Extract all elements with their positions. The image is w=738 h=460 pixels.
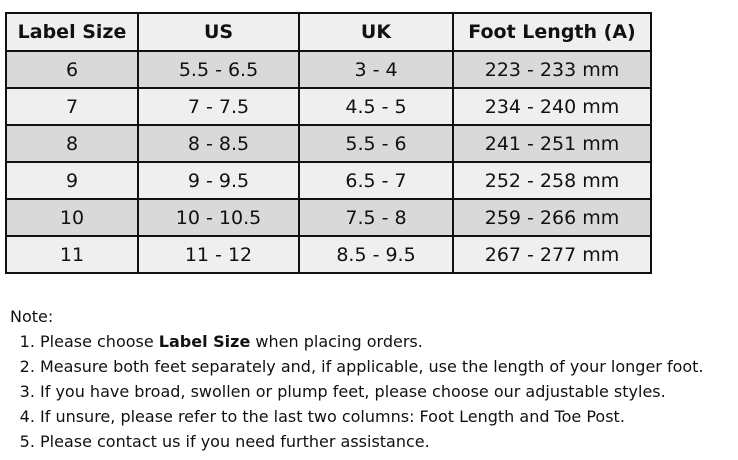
header-label-size: Label Size	[5, 12, 139, 52]
table-cell: 7 - 7.5	[137, 87, 300, 126]
note-item: If you have broad, swollen or plump feet…	[40, 379, 704, 404]
note-item: Please choose Label Size when placing or…	[40, 329, 704, 354]
note-item: If unsure, please refer to the last two …	[40, 404, 704, 429]
table-cell: 5.5 - 6.5	[137, 50, 300, 89]
table-cell: 8 - 8.5	[137, 124, 300, 163]
table-cell: 252 - 258 mm	[452, 161, 652, 200]
note-text: when placing orders.	[250, 332, 423, 351]
header-foot-length: Foot Length (A)	[452, 12, 652, 52]
note-item: Please contact us if you need further as…	[40, 429, 704, 454]
table-cell: 8	[5, 124, 139, 163]
notes-title: Note:	[10, 307, 54, 326]
table-cell: 5.5 - 6	[298, 124, 454, 163]
table-row: 10 10 - 10.5 7.5 - 8 259 - 266 mm	[5, 198, 652, 237]
table-cell: 4.5 - 5	[298, 87, 454, 126]
table-cell: 3 - 4	[298, 50, 454, 89]
table-cell: 8.5 - 9.5	[298, 235, 454, 274]
table-cell: 223 - 233 mm	[452, 50, 652, 89]
table-cell: 10 - 10.5	[137, 198, 300, 237]
table-cell: 9 - 9.5	[137, 161, 300, 200]
table-row: 11 11 - 12 8.5 - 9.5 267 - 277 mm	[5, 235, 652, 274]
table-cell: 7.5 - 8	[298, 198, 454, 237]
header-uk: UK	[298, 12, 454, 52]
note-text: Please choose	[40, 332, 159, 351]
table-cell: 6	[5, 50, 139, 89]
table-cell: 7	[5, 87, 139, 126]
notes-list: Please choose Label Size when placing or…	[10, 329, 704, 454]
table-cell: 241 - 251 mm	[452, 124, 652, 163]
table-cell: 259 - 266 mm	[452, 198, 652, 237]
table-cell: 6.5 - 7	[298, 161, 454, 200]
table-cell: 9	[5, 161, 139, 200]
size-chart-table: Label Size US UK Foot Length (A) 6 5.5 - …	[5, 12, 652, 274]
table-row: 6 5.5 - 6.5 3 - 4 223 - 233 mm	[5, 50, 652, 89]
table-cell: 11 - 12	[137, 235, 300, 274]
table-cell: 11	[5, 235, 139, 274]
notes-section: Note: Please choose Label Size when plac…	[10, 304, 704, 454]
table-header-row: Label Size US UK Foot Length (A)	[5, 12, 652, 52]
note-bold-text: Label Size	[158, 332, 251, 351]
table-cell: 10	[5, 198, 139, 237]
table-cell: 267 - 277 mm	[452, 235, 652, 274]
header-us: US	[137, 12, 300, 52]
note-item: Measure both feet separately and, if app…	[40, 354, 704, 379]
table-cell: 234 - 240 mm	[452, 87, 652, 126]
